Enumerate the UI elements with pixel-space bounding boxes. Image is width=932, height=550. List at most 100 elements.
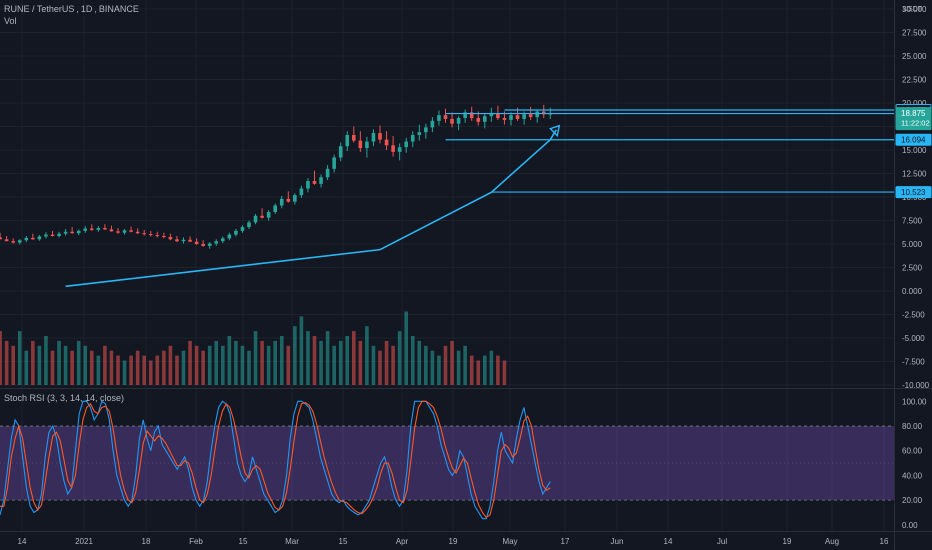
- stoch-rsi-band: [0, 425, 894, 501]
- candle-body: [103, 228, 107, 230]
- candle-body: [63, 231, 68, 234]
- price-label-box: [895, 107, 932, 131]
- volume-bar: [76, 340, 81, 385]
- candle: [463, 109, 467, 123]
- candle-body: [489, 113, 494, 117]
- volume-bar: [319, 340, 323, 385]
- volume-bar: [234, 340, 238, 385]
- price-tick-label: 20.000: [902, 99, 927, 108]
- price-tick-label: 7.500: [902, 217, 923, 226]
- time-tick-label: Aug: [825, 537, 839, 546]
- candle-body: [142, 233, 146, 235]
- time-tick-label: 19: [449, 537, 458, 546]
- candle-body: [437, 115, 441, 121]
- candle: [293, 193, 297, 205]
- candle: [437, 110, 441, 126]
- candle-body: [162, 236, 166, 238]
- candle: [17, 239, 22, 245]
- volume-bar: [4, 340, 9, 385]
- volume-bar: [44, 336, 48, 385]
- candle-body: [181, 239, 186, 242]
- volume-bar: [430, 350, 435, 385]
- candle: [194, 238, 199, 245]
- candle-body: [201, 244, 205, 246]
- price-label-text: 10.523: [901, 188, 926, 197]
- price-tick-label: -2.500: [902, 311, 925, 320]
- candle-body: [299, 188, 304, 196]
- candle: [103, 224, 107, 230]
- candle-body: [227, 234, 232, 239]
- price-tick-label: 25.000: [902, 52, 927, 61]
- candle: [234, 228, 238, 237]
- candle-body: [365, 141, 369, 149]
- candle-body: [463, 112, 467, 119]
- time-axis[interactable]: 14 2021 18 Feb 15 Mar 15 Apr 19 May 17 Jun 14 Jul 19 Au…: [18, 537, 889, 546]
- volume-bar: [162, 350, 166, 385]
- trend-arrow-head: [549, 124, 561, 138]
- candle: [253, 213, 258, 225]
- price-label: 16.094: [895, 133, 932, 146]
- volume-bar: [325, 331, 330, 385]
- symbol-legend[interactable]: RUNE / TetherUS, 1D, BINANCE: [4, 4, 139, 14]
- oscillator-legend[interactable]: Stoch RSI (3, 3, 14, 14, close): [4, 393, 125, 403]
- oscillator-axis[interactable]: 100.00 80.00 60.00 40.00 20.00 0.00: [902, 397, 927, 529]
- price-label-text: 18.875: [901, 109, 926, 118]
- candle: [76, 229, 81, 236]
- candle: [338, 142, 343, 162]
- candle-body: [443, 115, 448, 119]
- candle-body: [31, 237, 35, 240]
- drawings[interactable]: [65, 109, 894, 288]
- candle-body: [17, 240, 22, 243]
- candle-body: [410, 134, 415, 142]
- volume-bar: [253, 331, 258, 385]
- volume-bar: [424, 345, 428, 385]
- volume-bar: [96, 355, 101, 385]
- stoch-rsi-lines: [0, 400, 551, 520]
- candle-body: [129, 230, 133, 232]
- candle: [397, 143, 402, 161]
- volume-bar: [391, 345, 395, 385]
- candle-body: [83, 228, 88, 231]
- price-tick-label: -5.000: [902, 334, 925, 343]
- price-tick-label: 2.500: [902, 264, 923, 273]
- symbol-name[interactable]: RUNE / TetherUS: [4, 4, 75, 14]
- volume-bar: [181, 350, 186, 385]
- interval[interactable]: 1D: [80, 4, 93, 14]
- volume-bar: [352, 331, 356, 385]
- candle-body: [528, 114, 533, 118]
- volume-legend[interactable]: Vol: [4, 16, 17, 26]
- candle: [135, 228, 140, 235]
- candle: [0, 232, 2, 240]
- candle-body: [0, 237, 2, 240]
- volume-bar: [279, 336, 284, 385]
- volume-bar: [148, 360, 153, 385]
- volume-bar: [122, 360, 127, 385]
- candle: [430, 117, 435, 133]
- volume-bar: [11, 345, 15, 385]
- price-label-text: 16.094: [901, 136, 926, 145]
- candle-body: [378, 133, 382, 140]
- volume-bar: [103, 345, 107, 385]
- time-tick-label: Jun: [611, 537, 624, 546]
- volume-bar: [489, 350, 494, 385]
- volume-bar: [443, 345, 448, 385]
- volume-bar: [358, 340, 363, 385]
- price-tick-label: 15.000: [902, 146, 927, 155]
- stoch-d-line: [0, 400, 551, 519]
- candle: [384, 131, 389, 150]
- candle-body: [456, 118, 461, 124]
- candle-body: [253, 215, 258, 223]
- price-tick-label: -7.500: [902, 358, 925, 367]
- candle: [489, 107, 494, 122]
- candle-body: [371, 133, 376, 142]
- candle: [345, 131, 350, 151]
- candle-body: [76, 230, 81, 234]
- volume-bar: [155, 355, 160, 385]
- candle-body: [450, 118, 454, 124]
- candle: [535, 109, 539, 123]
- candle-body: [541, 111, 546, 115]
- volume-bar: [476, 360, 481, 385]
